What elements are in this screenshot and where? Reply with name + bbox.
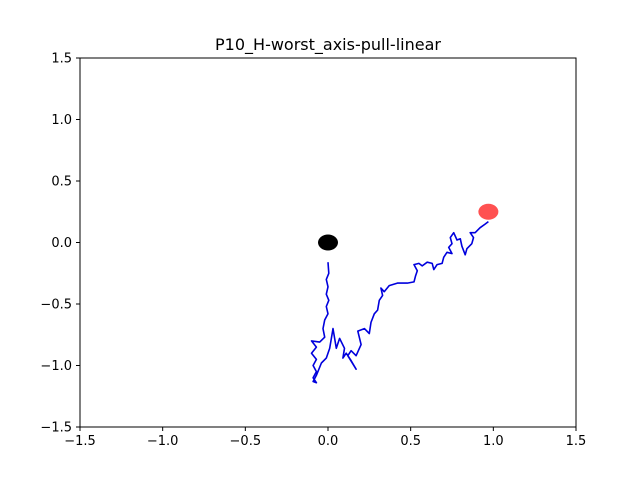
axes-layer: −1.5 −1.0 −0.5 0.0 0.5 1.0 1.5 −1.5 −1.0 −0.5 0.0 0… xyxy=(40,52,586,450)
x-tick-label: 0.5 xyxy=(400,434,421,449)
x-tick-label: 0.0 xyxy=(318,434,339,449)
y-tick-label: 0.0 xyxy=(51,236,72,251)
x-tick-label: −1.0 xyxy=(147,434,179,449)
y-tick-label: 1.5 xyxy=(51,52,72,67)
plot-layer xyxy=(310,203,499,384)
trajectory-line-0 xyxy=(310,220,489,384)
x-tick-label: 1.0 xyxy=(483,434,504,449)
y-tick-label: −1.5 xyxy=(40,421,72,436)
y-tick-label: 0.5 xyxy=(51,175,72,190)
x-tick-label: −0.5 xyxy=(230,434,262,449)
chart-title: P10_H-worst_axis-pull-linear xyxy=(215,35,441,55)
start-marker xyxy=(318,234,338,251)
y-tick-label: 1.0 xyxy=(51,113,72,128)
x-tick-label: −1.5 xyxy=(64,434,96,449)
y-tick-label: −1.0 xyxy=(40,359,72,374)
x-tick-label: 1.5 xyxy=(566,434,587,449)
goal-marker xyxy=(478,203,499,220)
y-tick-label: −0.5 xyxy=(40,298,72,313)
